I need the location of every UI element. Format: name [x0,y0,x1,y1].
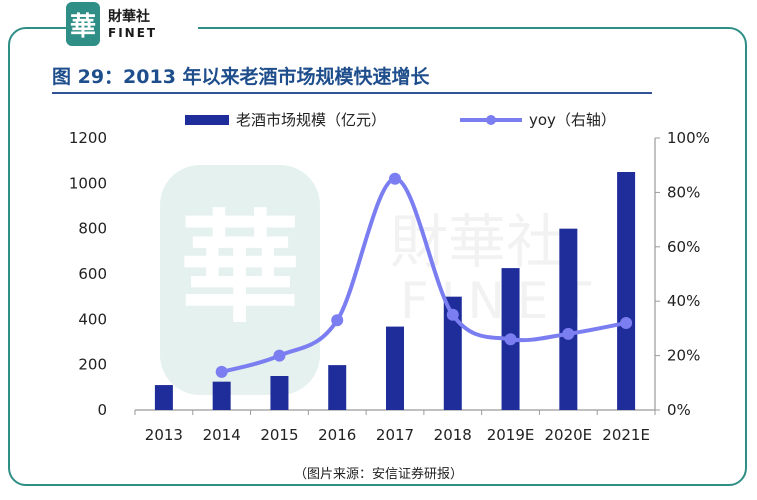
yoy-line-path [221,176,627,374]
yoy-point [389,172,401,185]
y-left-tick-label: 400 [78,310,107,328]
brand-name-en: FINET [108,26,158,40]
legend-line-marker [486,115,496,125]
watermark-mark: 華 [180,200,300,339]
bars [154,172,636,410]
y-left-tick-label: 600 [78,265,107,283]
y-left-tick-label: 800 [78,220,107,238]
title-rule [52,92,652,94]
yoy-point [215,365,228,378]
y-right-tick-label: 100% [667,129,710,147]
watermark-name-en: FINET [400,272,603,330]
x-tick-label: 2019E [487,426,535,444]
x-tick-label: 2013 [145,426,183,444]
yoy-point [620,316,633,329]
legend-bar-swatch [185,115,229,125]
y-left-tick-label: 200 [78,356,107,374]
watermark: 華 財華社 FINET [160,165,603,395]
legend: 老酒市场规模（亿元） yoy（右轴） [185,111,616,129]
y-right-tick-label: 0% [667,401,691,419]
yoy-point [273,349,286,362]
watermark-mark-bg [160,165,320,395]
brand-mark: 華 [66,2,100,46]
yoy-point [562,327,575,340]
x-tick-label: 2017 [376,426,414,444]
yoy-line [215,172,633,378]
y-left-tick-label: 1000 [69,174,107,192]
bar [270,376,289,410]
yoy-point [446,308,459,321]
yoy-point [331,314,344,327]
x-tick-label: 2014 [203,426,241,444]
bar [559,228,578,410]
brand-logo: 華 財華社 FINET [66,2,198,48]
x-tick-label: 2018 [434,426,472,444]
legend-bar-label: 老酒市场规模（亿元） [236,111,386,129]
y-left-tick-label: 1200 [69,129,107,147]
brand-name-cn: 財華社 [108,9,150,25]
bar [328,365,347,410]
y-left-tick-label: 0 [97,401,107,419]
bar [617,172,636,410]
bar [386,326,404,410]
bar [154,385,173,410]
legend-line-label: yoy（右轴） [529,111,616,129]
x-tick-label: 2015 [260,426,298,444]
x-tick-label: 2021E [602,426,650,444]
yoy-point [504,333,517,346]
y-right-tick-label: 80% [667,183,700,201]
y-right-tick-label: 60% [667,238,700,256]
chart-title: 图 29：2013 年以来老酒市场规模快速增长 [52,66,430,88]
y-right-tick-label: 40% [667,292,700,310]
y-right-tick-label: 20% [667,347,700,365]
x-tick-label: 2016 [318,426,356,444]
x-tick-label: 2020E [545,426,593,444]
source-note: （图片来源：安信证券研报） [293,467,463,482]
bar [443,296,462,410]
bar [212,381,231,410]
